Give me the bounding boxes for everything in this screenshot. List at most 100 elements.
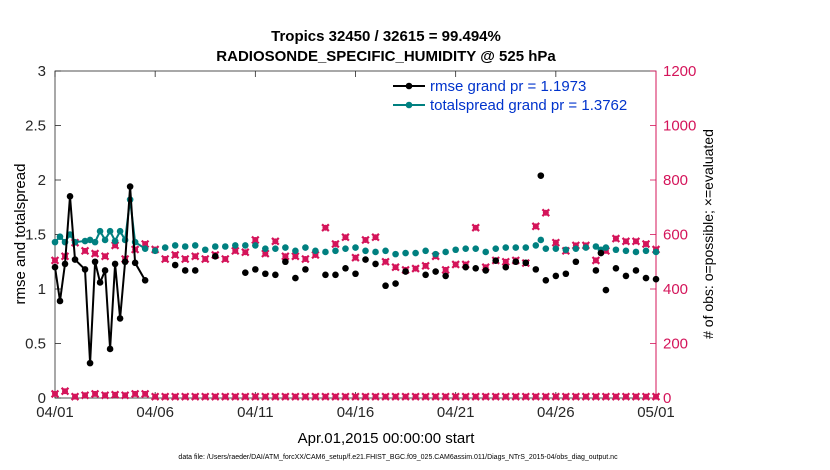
rmse-point [552,272,560,280]
evaluated-obs-low-marker [401,392,410,401]
spread-point [562,246,570,254]
evaluated-obs-low-marker [130,389,140,399]
spread-point [221,243,229,250]
rmse-point [652,275,660,283]
evaluated-obs-low-marker [551,392,561,401]
evaluated-obs-low-marker [461,392,470,401]
evaluated-obs-marker [471,223,480,232]
rmse-point [402,268,409,275]
evaluated-obs-low-marker [221,392,230,401]
evaluated-obs-marker [551,238,561,247]
spread-point [462,245,469,252]
evaluated-obs-marker [231,246,240,256]
x-tick-label: 04/11 [237,404,273,421]
evaluated-obs-marker [281,252,290,261]
spread-point [392,250,399,258]
rmse-point [332,271,339,279]
rmse-point [181,267,189,274]
rmse-point [612,264,620,272]
spread-point [242,242,249,249]
chart-title-line2: RADIOSONDE_SPECIFIC_HUMIDITY @ 525 hPa [216,48,556,65]
rmse-point [432,268,439,275]
y-tick-label-right: 200 [663,336,688,353]
evaluated-obs-low-marker [261,392,270,401]
rmse-point [642,274,650,282]
spread-point [252,242,259,249]
spread-point [502,244,510,251]
x-tick-label: 05/01 [637,404,675,421]
evaluated-obs-marker [371,233,380,242]
rmse-point [622,272,630,280]
evaluated-obs-low-marker [70,392,80,401]
data-file-footer: data file: /Users/raeder/DAI/ATM_forcXX/… [178,454,618,461]
legend-marker [405,82,413,90]
spread-point [537,236,545,244]
y-tick-label-right: 1200 [663,63,696,80]
rmse-point [342,264,349,272]
y-tick-label-left: 1 [38,281,46,298]
spread-point [191,242,199,249]
evaluated-obs-low-marker [591,392,601,401]
evaluated-obs-marker [501,257,510,266]
evaluated-obs-low-marker [571,392,581,401]
rmse-point [362,256,369,263]
spread-point [572,245,580,252]
rmse-point [592,267,600,274]
evaluated-obs-low-marker [641,392,651,401]
evaluated-obs-low-marker [291,392,300,401]
rmse-point [171,261,179,269]
evaluated-obs-marker [181,254,190,264]
evaluated-obs-low-marker [521,392,530,401]
evaluated-obs-marker [441,265,450,275]
spread-point [542,245,550,252]
evaluated-obs-marker [221,254,230,264]
evaluated-obs-low-marker [140,389,150,399]
rmse-point [572,258,580,266]
evaluated-obs-low-marker [341,392,350,401]
evaluated-obs-marker [251,235,260,245]
spread-point [522,244,530,251]
evaluated-obs-marker [421,261,430,271]
rmse-point [542,276,550,284]
evaluated-obs-low-marker [100,391,110,400]
evaluated-obs-marker [631,237,641,246]
y-tick-label-left: 0.5 [25,336,46,353]
rmse-point [71,256,79,263]
rmse-point [61,260,69,268]
rmse-point [101,267,109,274]
evaluated-obs-low-marker [491,392,500,401]
evaluated-obs-marker [411,264,420,273]
rmse-point [91,258,99,266]
rmse-point [522,259,530,267]
evaluated-obs-low-marker [201,392,210,401]
evaluated-obs-marker [80,246,90,256]
evaluated-obs-low-marker [471,392,480,401]
spread-point [412,249,419,257]
rmse-point [482,267,490,274]
x-tick-label: 04/06 [136,404,174,421]
spread-point [632,248,640,256]
rmse-point [242,269,249,276]
y-tick-label-left: 1.5 [25,227,46,244]
spread-point [282,244,289,251]
rmse-point [106,345,114,353]
evaluated-obs-marker [341,233,350,242]
evaluated-obs-low-marker [561,392,571,401]
x-tick-label: 04/26 [537,404,575,421]
rmse-point [191,267,199,274]
evaluated-obs-low-marker [241,392,250,401]
spread-point [232,242,239,249]
evaluated-obs-marker [241,248,250,257]
evaluated-obs-low-marker [321,392,330,401]
rmse-point [322,271,329,279]
evaluated-obs-marker [351,253,360,262]
y-tick-label-right: 600 [663,227,688,244]
y-tick-label-left: 3 [38,63,46,80]
y-tick-label-left: 0 [38,390,46,407]
chart-title-line1: Tropics 32450 / 32615 = 99.494% [271,28,501,45]
evaluated-obs-low-marker [281,392,290,401]
spread-point [312,247,319,255]
evaluated-obs-marker [611,234,621,243]
rmse-point [442,272,449,280]
evaluated-obs-marker [641,239,651,249]
